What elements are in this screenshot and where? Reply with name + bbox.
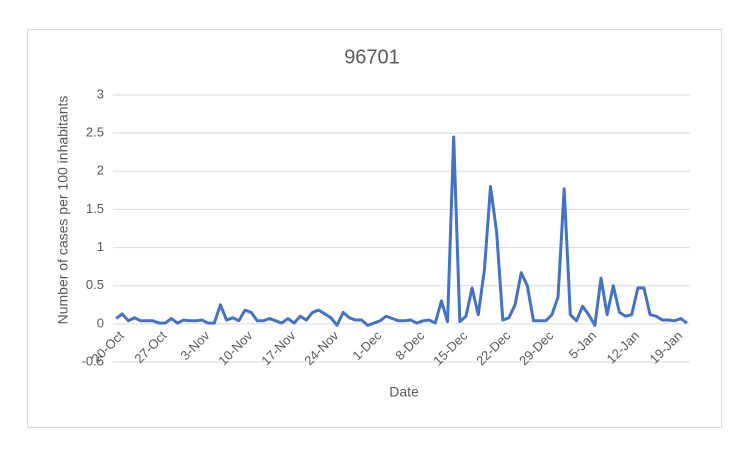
y-tick-label: 2.5: [86, 125, 104, 140]
x-axis-title: Date: [389, 384, 419, 400]
y-axis-title: Number of cases per 100 inhabitants: [55, 96, 71, 325]
chart-title: 96701: [344, 46, 400, 68]
y-tick-label: 0: [97, 315, 104, 330]
y-tick-label: 3: [97, 86, 104, 101]
y-tick-label: 1: [97, 239, 104, 254]
y-tick-label: -0.5: [82, 353, 104, 368]
data-line: [115, 135, 688, 327]
y-tick-label: 1.5: [86, 201, 104, 216]
chart-frame: [27, 29, 722, 428]
y-tick-label: 0.5: [86, 277, 104, 292]
y-tick-label: 2: [97, 163, 104, 178]
